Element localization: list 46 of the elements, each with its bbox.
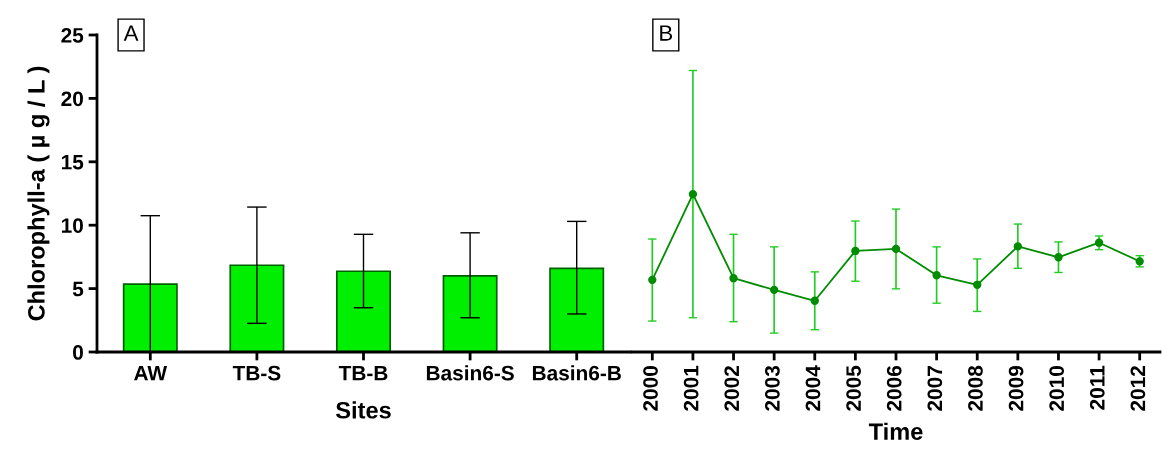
x-axis-title: Sites bbox=[335, 401, 391, 419]
x-tick-label: 2011 bbox=[1089, 365, 1105, 410]
y-tick-label: 0 bbox=[73, 345, 83, 360]
point bbox=[810, 296, 819, 305]
annotation: A bbox=[123, 25, 139, 41]
x-tick-label: 2004 bbox=[805, 365, 821, 411]
x-tick-label: 2000 bbox=[643, 366, 658, 411]
y-tick-label: 20 bbox=[61, 91, 83, 107]
point bbox=[769, 285, 779, 295]
point bbox=[891, 244, 901, 254]
point bbox=[688, 189, 698, 199]
y-tick-label: 25 bbox=[61, 28, 84, 43]
point bbox=[648, 275, 657, 285]
x-tick-label: TB-S bbox=[232, 365, 281, 381]
x-tick-label: Basin6-B bbox=[532, 365, 621, 381]
point bbox=[729, 274, 738, 283]
y-tick-label: 15 bbox=[61, 155, 84, 170]
y-axis-title: Chlorophyll-a ( µ g / L ) bbox=[27, 66, 50, 321]
x-tick-label: 2002 bbox=[724, 366, 740, 411]
point bbox=[851, 246, 860, 256]
x-tick-label: AW bbox=[134, 365, 168, 381]
x-tick-label: TB-B bbox=[338, 365, 388, 381]
x-tick-label: 2005 bbox=[846, 365, 861, 411]
x-tick-label: 2010 bbox=[1049, 366, 1065, 411]
y-tick-label: 10 bbox=[61, 218, 83, 233]
bar bbox=[442, 275, 498, 352]
point bbox=[973, 280, 982, 289]
bar bbox=[336, 270, 391, 352]
point bbox=[1094, 238, 1104, 247]
x-tick-label: 2009 bbox=[1008, 365, 1024, 411]
annotation: B bbox=[660, 25, 673, 41]
point bbox=[1013, 242, 1023, 251]
bar bbox=[122, 283, 178, 352]
x-tick-label: Basin6-S bbox=[426, 365, 514, 381]
y-tick-label: 5 bbox=[72, 281, 84, 297]
x-tick-label: 2003 bbox=[764, 365, 780, 411]
x-tick-label: 2008 bbox=[968, 365, 983, 411]
x-axis-title: Time bbox=[868, 422, 923, 440]
point bbox=[932, 271, 941, 280]
x-tick-label: 2007 bbox=[927, 366, 943, 411]
x-tick-label: 2012 bbox=[1130, 366, 1146, 411]
bar bbox=[229, 264, 285, 352]
x-tick-label: 2006 bbox=[886, 365, 902, 411]
x-tick-label: 2001 bbox=[683, 365, 699, 411]
point bbox=[1054, 253, 1063, 262]
bar bbox=[549, 267, 605, 352]
